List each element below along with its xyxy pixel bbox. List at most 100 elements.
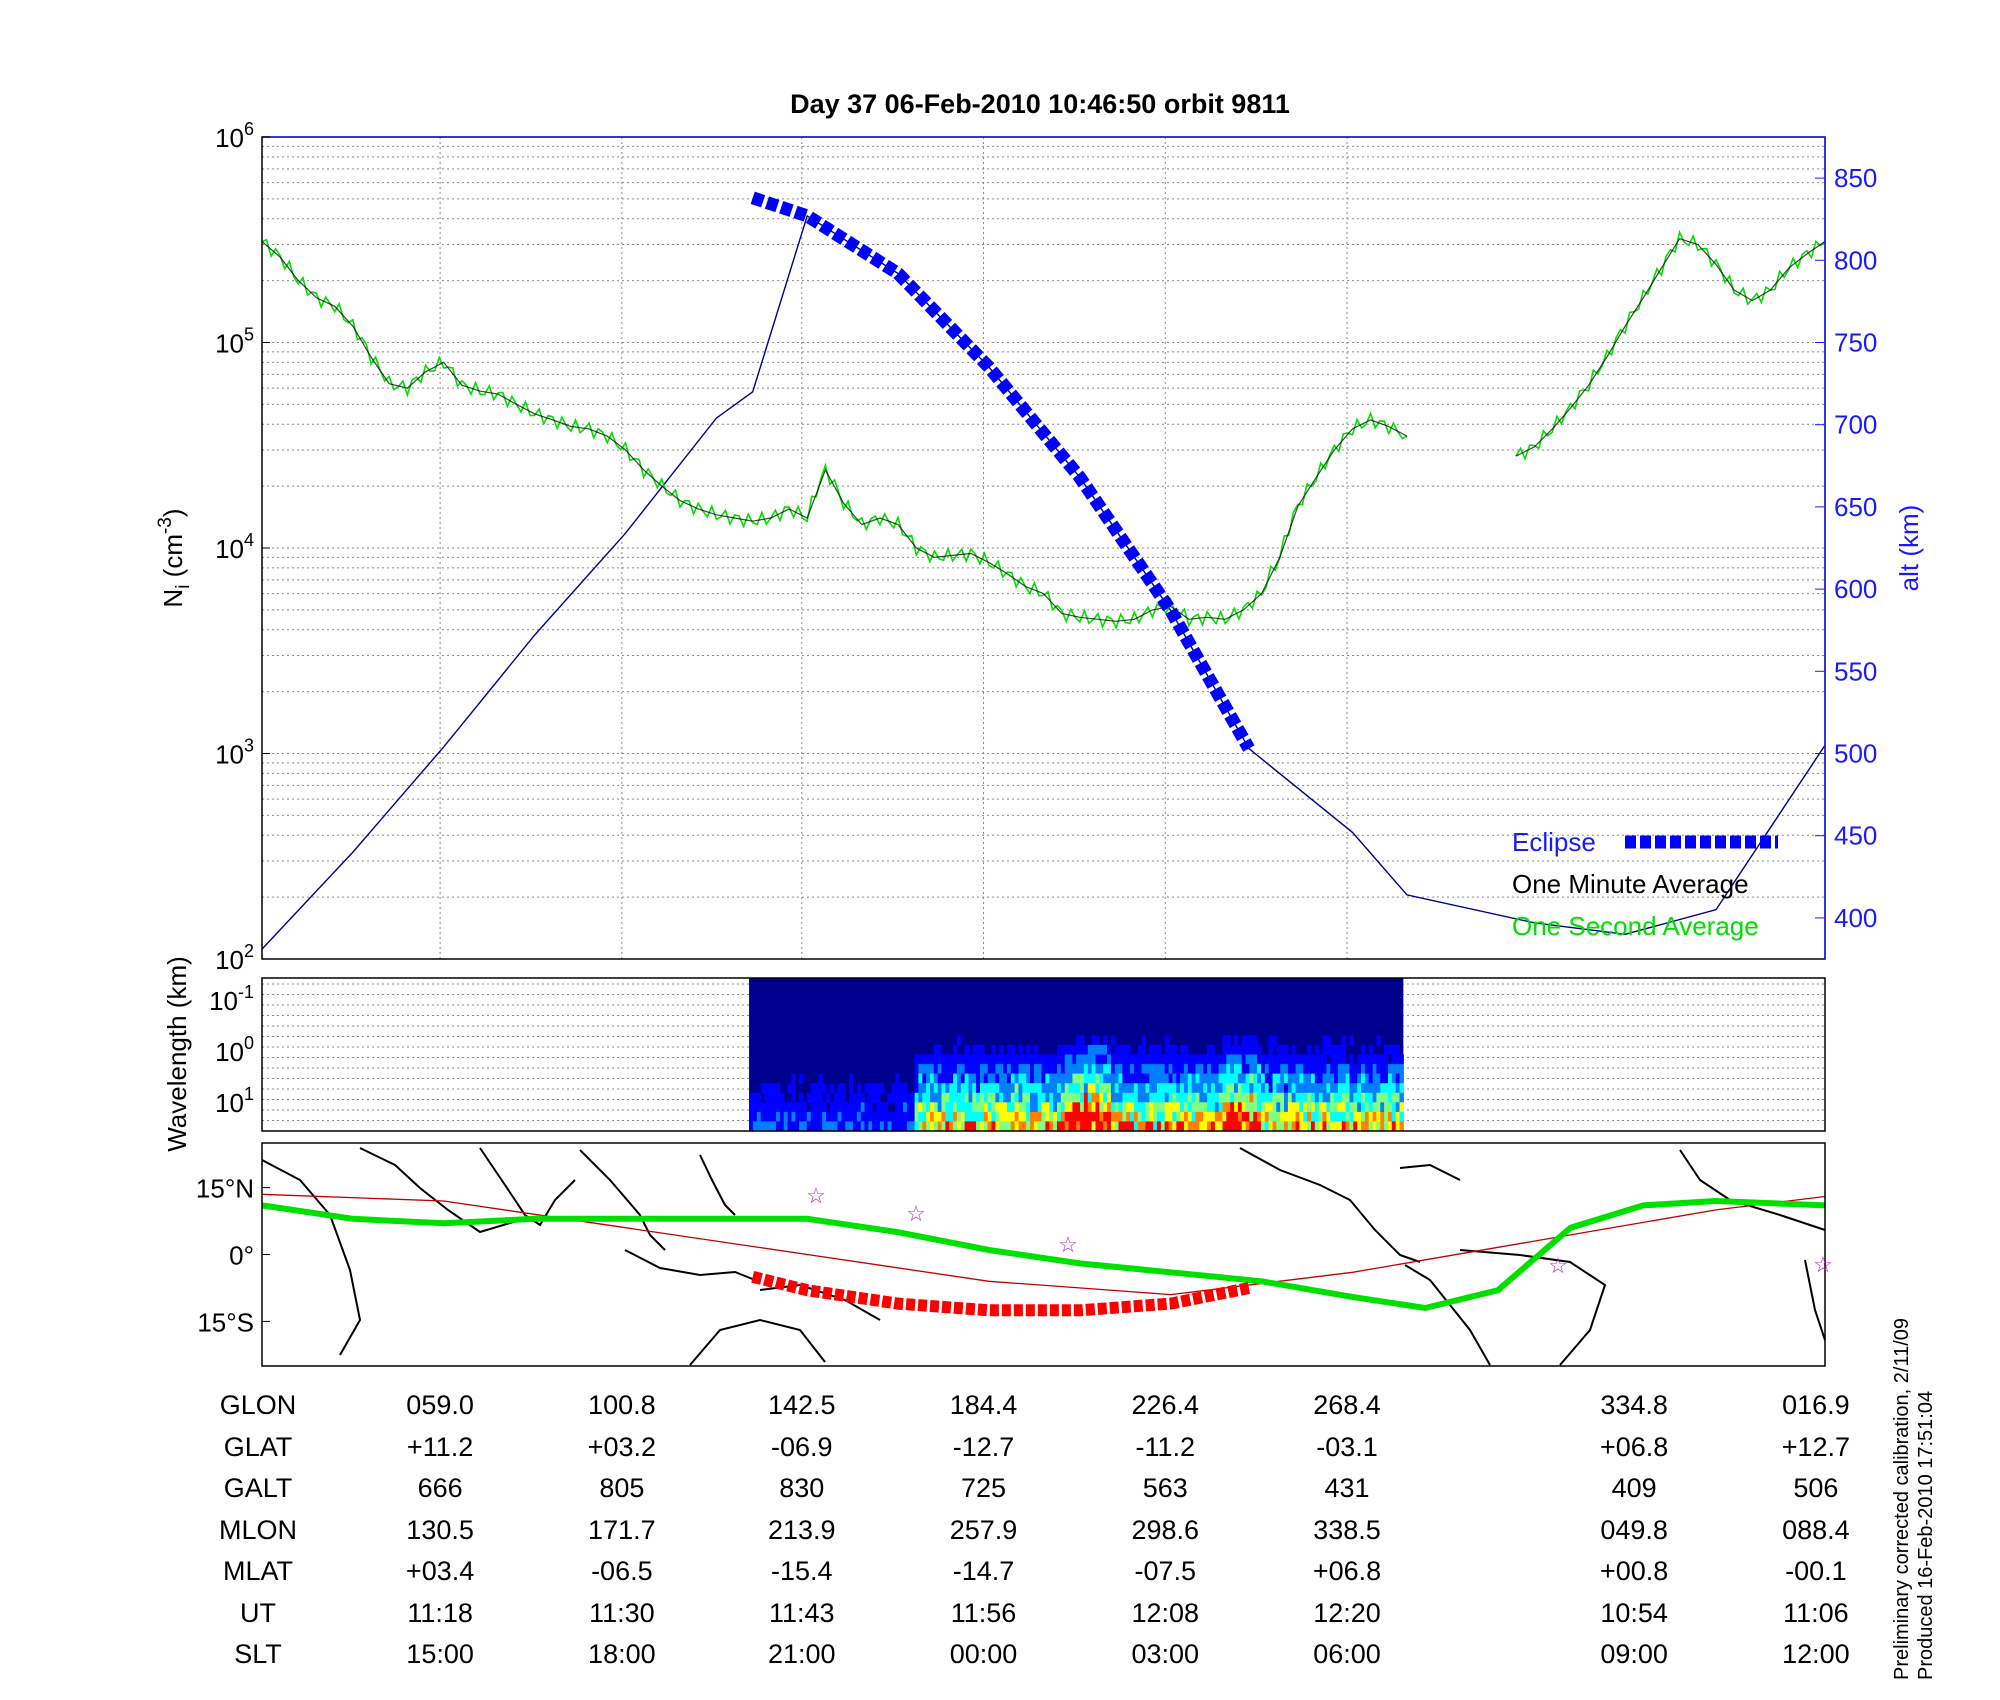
heatmap-cell (1253, 1035, 1258, 1046)
heatmap-cell (1287, 1064, 1293, 1075)
heatmap-cell (995, 1102, 1000, 1113)
heatmap-cell (1064, 1092, 1070, 1103)
heatmap-cell (968, 1111, 973, 1123)
heatmap-cell (926, 1092, 931, 1103)
heatmap-cell (1226, 1092, 1231, 1103)
heatmap-cell (1164, 1054, 1170, 1065)
heatmap-cell (983, 1073, 989, 1084)
heatmap-cell (922, 1111, 927, 1123)
heatmap-cell (799, 1102, 804, 1113)
latitude-tick-label: 0° (229, 1241, 254, 1271)
heatmap-cell (837, 1121, 842, 1132)
heatmap-cell (1368, 1121, 1374, 1132)
heatmap-cell (1237, 1054, 1243, 1065)
heatmap-cell (752, 1102, 758, 1113)
heatmap-cell (810, 1111, 816, 1123)
heatmap-cell (1322, 1073, 1327, 1084)
heatmap-cell (1091, 1111, 1096, 1123)
heatmap-cell (833, 1121, 839, 1132)
heatmap-cell (791, 1083, 796, 1094)
heatmap-cell (1187, 1083, 1193, 1094)
heatmap-cell (1199, 1121, 1204, 1132)
heatmap-cell (1311, 1083, 1316, 1094)
heatmap-cell (876, 1111, 881, 1123)
heatmap-cell (1230, 1102, 1235, 1113)
heatmap-cell (1361, 1121, 1366, 1132)
heatmap-cell (1018, 1102, 1023, 1113)
heatmap-cell (1195, 1073, 1200, 1084)
heatmap-cell (876, 1102, 881, 1113)
heatmap-cell (1026, 1054, 1031, 1065)
heatmap-cell (1291, 1102, 1297, 1113)
heatmap-cell (795, 1102, 800, 1113)
altitude-tick-label: 500 (1834, 739, 1877, 769)
calibration-note: Preliminary corrected calibration, 2/11/… (1890, 1318, 1938, 1680)
heatmap-cell (1180, 1044, 1185, 1056)
heatmap-cell (1241, 1102, 1247, 1113)
heatmap-cell (1295, 1102, 1300, 1113)
heatmap-cell (1237, 1121, 1243, 1132)
heatmap-cell (822, 1121, 827, 1132)
heatmap-cell (1357, 1064, 1362, 1075)
heatmap-cell (1207, 1073, 1212, 1084)
heatmap-cell (1103, 1073, 1108, 1084)
heatmap-cell (1060, 1083, 1066, 1094)
heatmap-cell (1049, 1121, 1054, 1132)
heatmap-cell (1157, 1102, 1162, 1113)
heatmap-cell (945, 1073, 950, 1084)
heatmap-cell (980, 1054, 985, 1065)
heatmap-cell (814, 1102, 819, 1113)
heatmap-cell (1030, 1092, 1035, 1103)
heatmap-cell (930, 1092, 935, 1103)
heatmap-cell (1322, 1035, 1327, 1046)
heatmap-cell (1068, 1102, 1073, 1113)
heatmap-cell (903, 1083, 908, 1094)
heatmap-cell (1122, 1064, 1127, 1075)
table-cell: 142.5 (767, 1390, 836, 1420)
heatmap-cell (1006, 1064, 1012, 1075)
heatmap-cell (1268, 1083, 1273, 1094)
heatmap-cell (1218, 1064, 1223, 1075)
heatmap-cell (883, 1111, 889, 1123)
heatmap-cell (1176, 1111, 1181, 1123)
heatmap-cell (1137, 1083, 1143, 1094)
heatmap-cell (1195, 1121, 1200, 1132)
heatmap-cell (1203, 1073, 1208, 1084)
heatmap-cell (1376, 1083, 1381, 1094)
heatmap-cell (1372, 1083, 1377, 1094)
spectrogram-frame (261, 977, 1826, 1132)
heatmap-cell (756, 1102, 762, 1113)
heatmap-cell (1049, 1083, 1054, 1094)
heatmap-cell (976, 1102, 981, 1113)
heatmap-cell (1018, 1121, 1023, 1132)
heatmap-cell (968, 1083, 973, 1094)
heatmap-cell (1091, 1035, 1096, 1046)
heatmap-cell (1357, 1092, 1362, 1103)
heatmap-cell (972, 1073, 977, 1084)
heatmap-cell (791, 1092, 796, 1103)
heatmap-cell (937, 1064, 943, 1075)
heatmap-cell (1337, 1083, 1343, 1094)
heatmap-cell (1364, 1121, 1370, 1132)
heatmap-cell (864, 1111, 869, 1123)
heatmap-cell (918, 1073, 923, 1084)
heatmap-cell (1118, 1083, 1123, 1094)
heatmap-cell (1103, 1092, 1108, 1103)
heatmap-cell (956, 1035, 962, 1046)
heatmap-cell (922, 1083, 927, 1094)
heatmap-cell (1361, 1102, 1366, 1113)
heatmap-cell (1033, 1111, 1039, 1123)
altitude-tick-label: 750 (1834, 328, 1877, 358)
heatmap-cell (1037, 1092, 1043, 1103)
heatmap-cell (810, 1083, 816, 1094)
heatmap-cell (991, 1073, 996, 1084)
heatmap-cell (1164, 1035, 1170, 1046)
heatmap-cell (991, 1092, 996, 1103)
heatmap-cell (1218, 1054, 1223, 1065)
heatmap-cell (1083, 1111, 1089, 1123)
heatmap-cell (1318, 1054, 1324, 1065)
heatmap-cell (1030, 1121, 1035, 1132)
wavelength-tick-exponent: 1 (244, 1084, 254, 1104)
heatmap-cell (964, 1064, 969, 1075)
